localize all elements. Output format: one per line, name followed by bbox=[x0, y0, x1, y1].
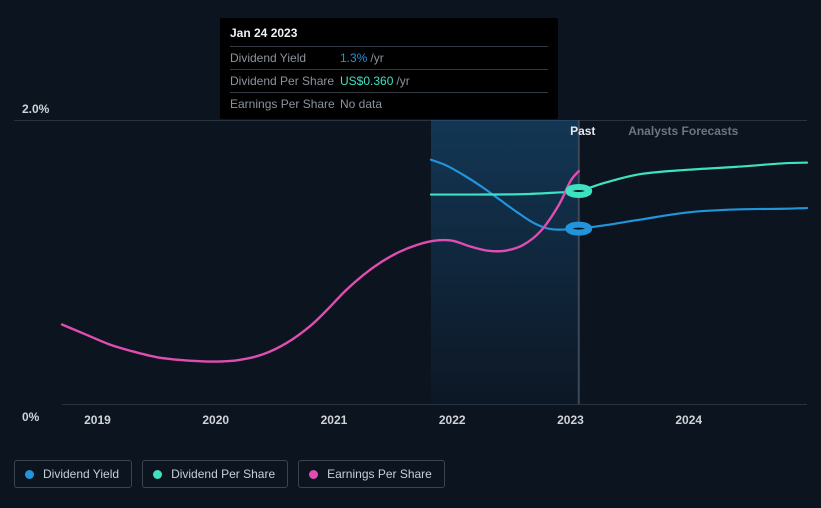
legend-label: Dividend Yield bbox=[43, 467, 119, 481]
x-axis-tick: 2021 bbox=[321, 413, 348, 427]
series-marker bbox=[568, 225, 589, 233]
legend-label: Earnings Per Share bbox=[327, 467, 432, 481]
tooltip-row-value: US$0.360/yr bbox=[340, 74, 548, 88]
x-axis-tick: 2020 bbox=[202, 413, 229, 427]
tooltip-date: Jan 24 2023 bbox=[230, 24, 548, 47]
chart-svg bbox=[62, 120, 807, 404]
y-axis-min-label: 0% bbox=[22, 410, 39, 424]
forecast-label: Analysts Forecasts bbox=[628, 124, 738, 138]
shaded-region bbox=[431, 120, 579, 404]
legend-item[interactable]: Dividend Per Share bbox=[142, 460, 288, 488]
tooltip-row-value: 1.3%/yr bbox=[340, 51, 548, 65]
y-axis-max-label: 2.0% bbox=[22, 102, 49, 116]
tooltip-row-label: Earnings Per Share bbox=[230, 97, 340, 111]
legend: Dividend Yield Dividend Per Share Earnings… bbox=[14, 460, 445, 488]
legend-label: Dividend Per Share bbox=[171, 467, 275, 481]
legend-item[interactable]: Earnings Per Share bbox=[298, 460, 445, 488]
tooltip-row: Dividend Per ShareUS$0.360/yr bbox=[230, 70, 548, 93]
tooltip-row-label: Dividend Per Share bbox=[230, 74, 340, 88]
x-axis-tick: 2022 bbox=[439, 413, 466, 427]
tooltip-row: Earnings Per ShareNo data bbox=[230, 93, 548, 115]
x-axis-tick: 2024 bbox=[675, 413, 702, 427]
tooltip-row-label: Dividend Yield bbox=[230, 51, 340, 65]
legend-dot-icon bbox=[25, 470, 34, 479]
tooltip-row: Dividend Yield1.3%/yr bbox=[230, 47, 548, 70]
legend-dot-icon bbox=[153, 470, 162, 479]
tooltip: Jan 24 2023 Dividend Yield1.3%/yrDividen… bbox=[220, 18, 558, 119]
legend-item[interactable]: Dividend Yield bbox=[14, 460, 132, 488]
series-marker bbox=[568, 187, 589, 195]
past-label: Past bbox=[570, 124, 595, 138]
plot-region: Past Analysts Forecasts bbox=[62, 120, 807, 404]
legend-dot-icon bbox=[309, 470, 318, 479]
tooltip-row-value: No data bbox=[340, 97, 548, 111]
x-axis: 2019 2020 2021 2022 2023 2024 bbox=[62, 404, 807, 436]
x-axis-tick: 2023 bbox=[557, 413, 584, 427]
x-axis-tick: 2019 bbox=[84, 413, 111, 427]
chart-area: 2.0% 0% Past Analysts Forecasts 2019 2020… bbox=[14, 104, 807, 436]
chart-container: Jan 24 2023 Dividend Yield1.3%/yrDividen… bbox=[0, 0, 821, 508]
